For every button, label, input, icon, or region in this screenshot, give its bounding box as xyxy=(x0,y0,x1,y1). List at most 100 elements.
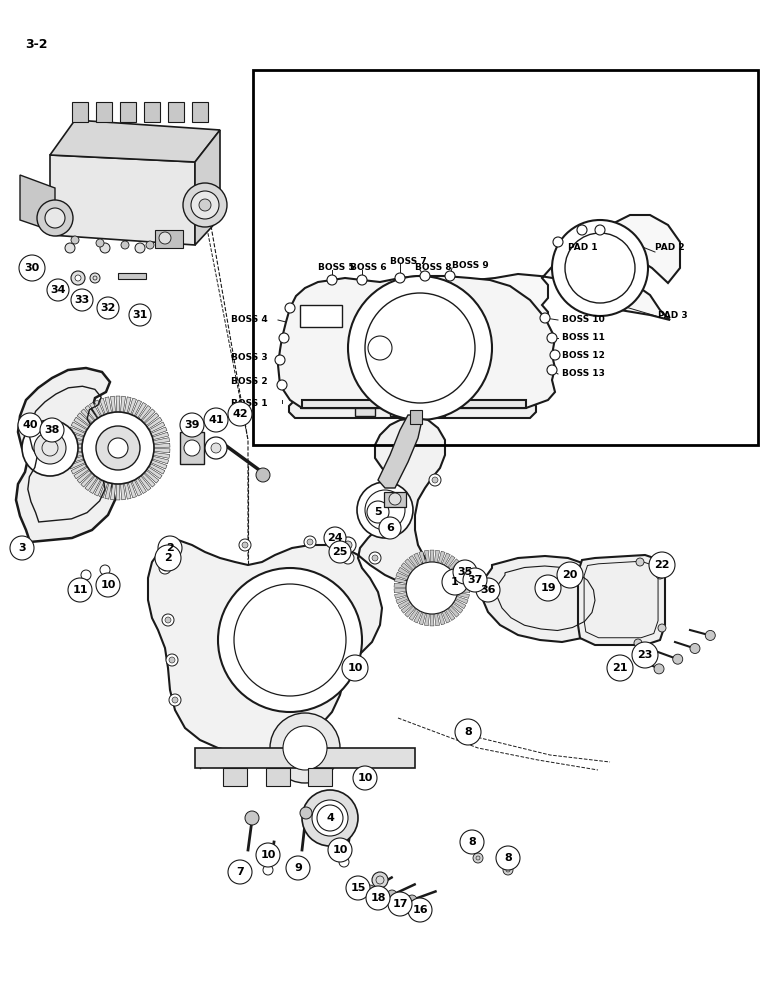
Circle shape xyxy=(463,568,487,592)
Polygon shape xyxy=(94,480,104,496)
Text: BOSS 10: BOSS 10 xyxy=(562,316,604,324)
Polygon shape xyxy=(151,460,167,469)
Polygon shape xyxy=(66,443,82,447)
Circle shape xyxy=(552,220,648,316)
Circle shape xyxy=(285,303,295,313)
Circle shape xyxy=(406,562,458,614)
Circle shape xyxy=(279,333,289,343)
Polygon shape xyxy=(458,589,470,593)
Polygon shape xyxy=(425,550,429,563)
Polygon shape xyxy=(394,583,406,587)
Text: 19: 19 xyxy=(540,583,556,593)
Bar xyxy=(384,492,406,507)
Polygon shape xyxy=(398,600,410,609)
Circle shape xyxy=(199,199,211,211)
Circle shape xyxy=(277,380,287,390)
Circle shape xyxy=(672,654,682,664)
Text: BOSS 6: BOSS 6 xyxy=(350,263,387,272)
Circle shape xyxy=(369,552,381,564)
Text: 36: 36 xyxy=(480,585,496,595)
Circle shape xyxy=(690,643,700,653)
Text: 8: 8 xyxy=(464,727,472,737)
Circle shape xyxy=(320,808,340,828)
Circle shape xyxy=(365,885,375,895)
Bar xyxy=(266,768,290,786)
Polygon shape xyxy=(135,478,147,494)
Circle shape xyxy=(135,243,145,253)
Polygon shape xyxy=(148,418,445,752)
Circle shape xyxy=(71,236,79,244)
Bar xyxy=(253,70,758,445)
Bar xyxy=(96,102,112,122)
Circle shape xyxy=(22,420,78,476)
Circle shape xyxy=(146,241,154,249)
Text: 2: 2 xyxy=(166,543,174,553)
Circle shape xyxy=(607,655,633,681)
Circle shape xyxy=(632,642,658,668)
Bar xyxy=(144,102,160,122)
Text: 5: 5 xyxy=(374,507,382,517)
Polygon shape xyxy=(452,563,463,573)
Circle shape xyxy=(172,697,178,703)
Circle shape xyxy=(357,482,413,538)
Circle shape xyxy=(239,539,251,551)
Circle shape xyxy=(211,443,221,453)
Circle shape xyxy=(300,807,312,819)
Polygon shape xyxy=(151,427,167,436)
Polygon shape xyxy=(128,482,137,498)
Text: 22: 22 xyxy=(654,560,670,570)
Polygon shape xyxy=(147,417,162,429)
Polygon shape xyxy=(442,611,450,623)
Text: 41: 41 xyxy=(208,415,224,425)
Polygon shape xyxy=(110,484,116,500)
Circle shape xyxy=(71,271,85,285)
Circle shape xyxy=(367,501,389,523)
Circle shape xyxy=(256,468,270,482)
Circle shape xyxy=(455,719,481,745)
Polygon shape xyxy=(409,556,418,567)
Text: 10: 10 xyxy=(332,845,347,855)
Polygon shape xyxy=(195,130,220,245)
Circle shape xyxy=(342,655,368,681)
Polygon shape xyxy=(482,556,612,642)
Polygon shape xyxy=(396,572,408,580)
Circle shape xyxy=(65,243,75,253)
Text: PAD 1: PAD 1 xyxy=(568,243,598,252)
Text: 1: 1 xyxy=(451,577,459,587)
Polygon shape xyxy=(128,398,137,414)
Circle shape xyxy=(162,565,168,571)
Polygon shape xyxy=(578,555,665,645)
Circle shape xyxy=(429,474,441,486)
Circle shape xyxy=(121,241,129,249)
Polygon shape xyxy=(454,600,466,609)
Polygon shape xyxy=(455,596,468,604)
Polygon shape xyxy=(74,467,89,479)
Circle shape xyxy=(503,865,513,875)
Polygon shape xyxy=(302,400,526,408)
Polygon shape xyxy=(414,553,422,565)
Polygon shape xyxy=(394,592,407,598)
Polygon shape xyxy=(454,567,466,576)
Circle shape xyxy=(242,542,248,548)
Polygon shape xyxy=(124,483,131,499)
Text: 16: 16 xyxy=(412,905,428,915)
Circle shape xyxy=(476,578,500,602)
Bar xyxy=(308,768,332,786)
Text: 8: 8 xyxy=(504,853,512,863)
Polygon shape xyxy=(398,567,410,576)
Polygon shape xyxy=(142,409,155,423)
Text: 39: 39 xyxy=(185,420,200,430)
Polygon shape xyxy=(105,397,112,413)
Circle shape xyxy=(100,565,110,575)
Polygon shape xyxy=(401,563,412,573)
Text: 4: 4 xyxy=(326,813,334,823)
Circle shape xyxy=(658,624,666,632)
Circle shape xyxy=(96,573,120,597)
Polygon shape xyxy=(452,603,463,613)
Circle shape xyxy=(407,895,417,905)
Text: 7: 7 xyxy=(236,867,244,877)
Circle shape xyxy=(286,856,310,880)
Circle shape xyxy=(158,536,182,560)
Polygon shape xyxy=(100,482,108,498)
Circle shape xyxy=(329,541,351,563)
